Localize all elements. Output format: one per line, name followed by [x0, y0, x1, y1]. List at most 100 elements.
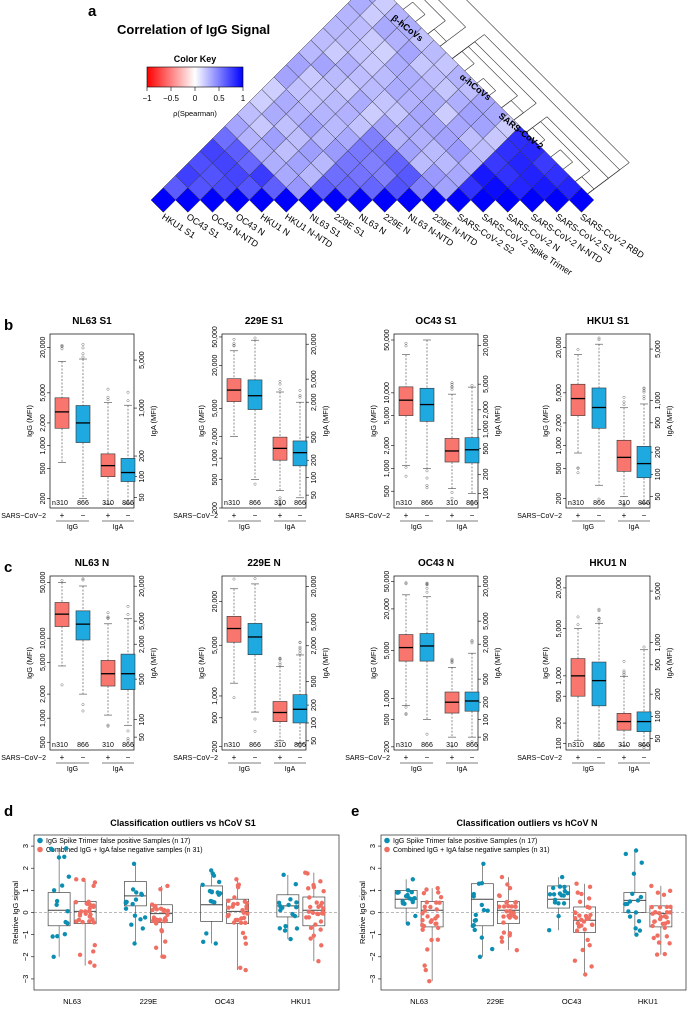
box-outlier — [622, 671, 626, 675]
data-point — [139, 892, 145, 897]
box-outlier — [597, 607, 601, 611]
box-iqr — [75, 610, 91, 641]
data-point — [158, 887, 163, 892]
iga-axis-tick-label: 200 — [655, 446, 662, 458]
y-axis-tick-label: 3 — [21, 844, 30, 848]
data-point — [668, 904, 673, 910]
data-point — [159, 928, 165, 934]
n-neg-igg: 866 — [593, 500, 605, 507]
n-label: n — [52, 742, 56, 749]
igg-axis-tick-label: 200 — [384, 741, 391, 753]
color-key-tick-label: 0.5 — [213, 94, 225, 103]
dendrogram-branch — [513, 103, 537, 121]
box-outlier — [622, 395, 626, 399]
box-outlier — [278, 496, 282, 500]
data-point — [664, 910, 670, 915]
igg-axis-tick-label: 2,000 — [212, 428, 219, 446]
data-point — [243, 920, 248, 925]
box-outlier — [622, 400, 626, 404]
group-label-iga: IgA — [285, 524, 296, 531]
data-point — [649, 883, 654, 889]
dendrogram-branch — [540, 121, 590, 171]
igg-axis-tick-label: 500 — [556, 690, 563, 702]
box-iqr — [292, 440, 308, 467]
color-key-gradient — [146, 66, 244, 88]
box-outlier — [425, 732, 429, 736]
data-point — [479, 935, 485, 940]
boxplot-title: NL63 S1 — [72, 316, 112, 327]
data-point — [77, 913, 83, 918]
n-pos-igg: 310 — [56, 500, 68, 507]
n-neg-iga: 866 — [122, 500, 134, 507]
box-outlier — [404, 465, 408, 469]
data-point — [293, 882, 298, 887]
box-outlier — [450, 657, 454, 661]
box-outlier — [298, 649, 302, 653]
igg-axis-tick-label: 20,000 — [384, 598, 391, 620]
igg-axis-tick-label: 1,000 — [40, 437, 47, 455]
box-iqr — [124, 881, 147, 907]
group-label-iga: IgA — [457, 766, 468, 773]
box-outlier — [106, 616, 110, 620]
igg-axis-tick-label: 200 — [40, 493, 47, 505]
iga-axis-tick-label: 50 — [139, 733, 146, 741]
dendrogram-branch — [402, 1, 413, 10]
box-outlier — [470, 503, 474, 507]
igg-axis-tick-label: 5,000 — [40, 653, 47, 671]
n-neg-igg: 866 — [421, 500, 433, 507]
sars-cov-2-label: SARS−CoV−2 — [1, 513, 46, 520]
data-point — [662, 951, 667, 957]
n-pos-igg: 310 — [572, 742, 584, 749]
data-point — [583, 972, 588, 977]
data-point — [316, 959, 321, 964]
box-outlier — [278, 663, 282, 667]
data-point — [434, 900, 439, 905]
status-sign: + — [232, 753, 237, 762]
data-point — [586, 896, 592, 901]
data-point — [66, 874, 72, 879]
iga-axis-tick-label: 200 — [483, 468, 490, 480]
box-outlier — [126, 612, 130, 616]
data-point — [428, 919, 434, 925]
data-point — [587, 905, 592, 910]
box-outlier — [81, 577, 85, 581]
data-point — [283, 923, 288, 929]
box-outlier — [642, 397, 646, 401]
n-neg-igg: 866 — [249, 500, 261, 507]
n-pos-iga: 310 — [102, 500, 114, 507]
iga-axis-tick-label: 100 — [483, 488, 490, 500]
box-outlier — [642, 645, 646, 649]
heatmap-cell — [568, 187, 595, 213]
box-outlier — [126, 399, 130, 403]
data-point — [153, 903, 158, 909]
data-point — [434, 907, 439, 912]
box-outlier — [425, 476, 429, 480]
y-axis-tick-label: 0 — [368, 910, 377, 914]
iga-axis-tick-label: 50 — [655, 735, 662, 743]
box-iqr — [591, 661, 607, 707]
data-point — [504, 909, 509, 914]
data-point — [395, 890, 400, 895]
data-point — [307, 895, 312, 900]
box-outlier — [470, 641, 474, 645]
data-point — [83, 909, 88, 914]
data-point — [514, 947, 520, 953]
box-outlier — [470, 740, 474, 744]
plot-frame — [393, 333, 479, 509]
igg-axis-tick-label: 1,000 — [212, 687, 219, 705]
dendrogram-branch — [412, 1, 426, 15]
data-point — [557, 884, 563, 889]
box-outlier — [576, 466, 580, 470]
iga-axis-tick-label: 100 — [655, 468, 662, 480]
box-outlier — [278, 388, 282, 391]
box-outlier — [81, 352, 85, 356]
data-point — [51, 888, 57, 893]
data-point — [633, 848, 639, 853]
y-axis-label: Relative IgG signal — [358, 881, 367, 944]
data-point — [657, 905, 663, 910]
iga-axis-tick-label: 100 — [311, 472, 318, 484]
dendrogram-branch — [461, 51, 475, 64]
data-point — [428, 904, 433, 910]
n-pos-iga: 310 — [102, 742, 114, 749]
x-axis-label-nl63: NL63 — [410, 997, 428, 1006]
